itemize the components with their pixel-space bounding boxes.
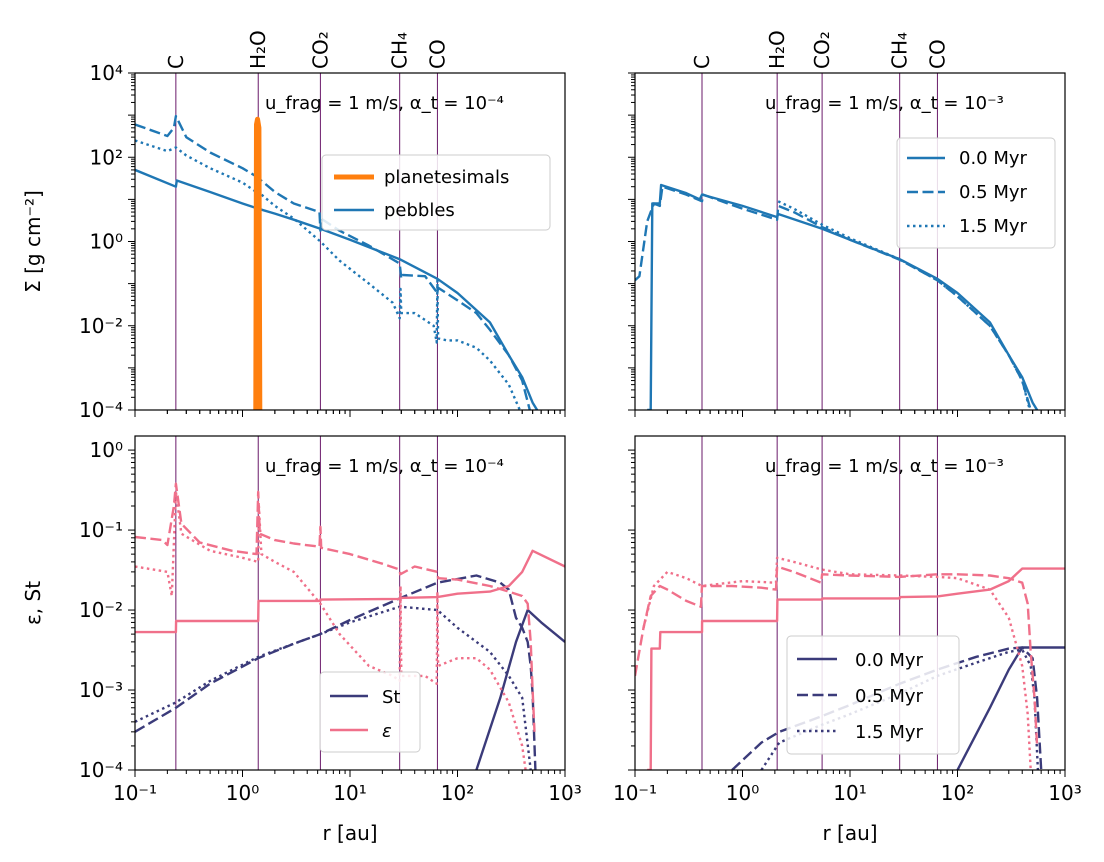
plot-area — [635, 183, 1039, 410]
snowline-label: H₂O — [246, 30, 270, 69]
y-tick-label: 10⁴ — [90, 61, 123, 85]
legend-label: 1.5 Myr — [855, 722, 924, 743]
x-tick-label: 10⁻¹ — [113, 781, 157, 805]
panel-top-right: C H₂O CO₂ CH₄ CO u_frag = 1 m/s, α_t = 10⁻³ 0.… — [628, 30, 1066, 417]
panel-annotation: u_frag = 1 m/s, α_t = 10⁻⁴ — [265, 93, 504, 114]
legend-label: 0.5 Myr — [959, 182, 1028, 203]
axes-frame — [134, 72, 566, 411]
legend-box — [321, 154, 551, 231]
y-tick-label: 10⁻⁴ — [79, 758, 123, 782]
legend: planetesimals pebbles — [321, 154, 551, 231]
panel-annotation: u_frag = 1 m/s, α_t = 10⁻⁴ — [265, 456, 504, 477]
x-tick-label: 10⁰ — [226, 781, 259, 805]
y-axis-label: Σ [g cm⁻²] — [21, 190, 45, 293]
series-eps-dotted — [642, 556, 1032, 770]
series-eps-dashed — [135, 482, 536, 732]
axes-frame — [634, 72, 1066, 411]
x-tick-label: 10¹ — [833, 781, 866, 805]
legend: 0.0 Myr 0.5 Myr 1.5 Myr — [786, 635, 960, 755]
legend-box — [896, 137, 1056, 249]
legend-label: 0.5 Myr — [855, 686, 924, 707]
panel-annotation: u_frag = 1 m/s, α_t = 10⁻³ — [765, 456, 1004, 477]
y-tick-label: 10⁻² — [79, 314, 123, 338]
legend-box — [319, 671, 421, 753]
legend-label: pebbles — [384, 200, 455, 221]
snowline-label: C — [164, 55, 188, 69]
series-St-solid — [956, 646, 1065, 770]
legend: 0.0 Myr 0.5 Myr 1.5 Myr — [896, 137, 1056, 249]
legend-box — [786, 635, 960, 755]
x-tick-label: 10³ — [548, 781, 581, 805]
series-St-solid — [475, 608, 565, 770]
series-pebbles-dashed — [135, 114, 531, 410]
panel-top-left: 10⁻⁴ 10⁻² 10⁰ 10² 10⁴ Σ [g cm⁻²] C H₂O CO₂ CH₄ CO u… — [21, 30, 566, 422]
axes-frame — [634, 435, 1066, 771]
y-axis-label: ε, St — [21, 581, 45, 625]
x-tick-label: 10³ — [1048, 781, 1081, 805]
legend-label: planetesimals — [384, 167, 509, 188]
y-tick-label: 10⁻² — [79, 598, 123, 622]
x-axis-label: r [au] — [822, 821, 877, 845]
x-tick-label: 10² — [441, 781, 474, 805]
snowline-label: C — [690, 55, 714, 69]
panel-annotation: u_frag = 1 m/s, α_t = 10⁻³ — [765, 93, 1004, 114]
panel-bottom-left: 10⁻¹ 10⁰ 10¹ 10² 10³ r [au] 10⁻⁴ 10⁻³ 10⁻² 10⁻¹ 10… — [21, 435, 582, 845]
y-tick-label: 10⁻⁴ — [79, 398, 123, 422]
legend-label: 1.5 Myr — [959, 216, 1028, 237]
snowline-label: H₂O — [765, 30, 789, 69]
x-tick-label: 10¹ — [333, 781, 366, 805]
x-tick-label: 10⁻¹ — [613, 781, 657, 805]
series-0-5-Myr-dashed — [635, 185, 1032, 410]
series-St-dotted — [135, 605, 532, 770]
series-eps-dotted — [135, 490, 527, 770]
y-tick-label: 10⁰ — [90, 230, 123, 254]
snowline-label: CO — [425, 39, 449, 69]
plot-area — [135, 114, 539, 410]
legend-label: St — [382, 687, 400, 708]
snowline-label: CO₂ — [810, 31, 834, 69]
legend-label: 0.0 Myr — [959, 148, 1028, 169]
x-tick-label: 10² — [941, 781, 974, 805]
snowline-label: CO — [925, 39, 949, 69]
legend: St ε — [319, 671, 421, 753]
y-tick-label: 10² — [90, 145, 123, 169]
x-tick-label: 10⁰ — [726, 781, 759, 805]
panel-bottom-right: 10⁻¹ 10⁰ 10¹ 10² 10³ r [au] u_frag = 1 m/s, α_… — [613, 435, 1082, 845]
y-tick-label: 10⁻¹ — [79, 518, 123, 542]
series-eps-solid — [135, 549, 565, 634]
snowline-label: CO₂ — [308, 31, 332, 69]
legend-label: ε — [382, 721, 392, 742]
snowline-label: CH₄ — [888, 32, 912, 69]
series-St-dashed — [731, 646, 1043, 770]
y-tick-label: 10⁻³ — [79, 678, 123, 702]
axes-frame — [134, 435, 566, 771]
series-planetesimals-solid-thick — [253, 116, 263, 410]
snowline-label: CH₄ — [388, 32, 412, 69]
y-tick-label: 10⁰ — [90, 438, 123, 462]
series-eps-dashed — [635, 565, 1039, 746]
plot-area — [135, 482, 565, 770]
series-pebbles-solid — [135, 168, 539, 410]
legend-label: 0.0 Myr — [855, 650, 924, 671]
x-axis-label: r [au] — [322, 821, 377, 845]
series-pebbles-dotted — [135, 139, 521, 410]
